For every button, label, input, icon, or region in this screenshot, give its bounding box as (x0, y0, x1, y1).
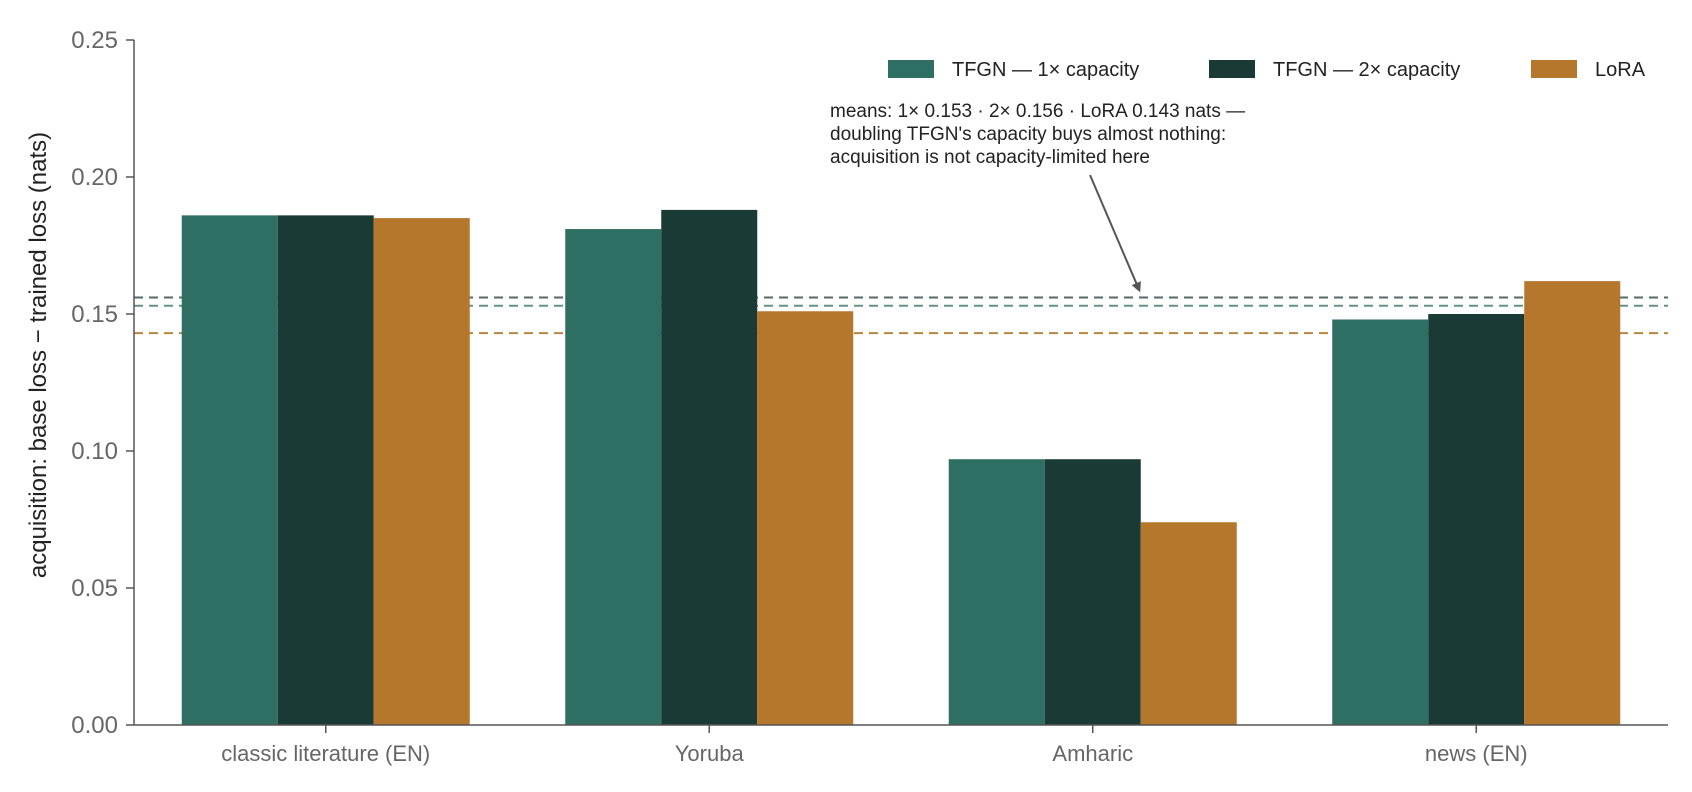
x-tick-label: news (EN) (1425, 741, 1528, 766)
y-tick-label: 0.05 (71, 575, 118, 602)
bar (373, 218, 470, 725)
annotation-line: doubling TFGN's capacity buys almost not… (830, 124, 1226, 145)
legend-label: TFGN — 2× capacity (1273, 59, 1460, 81)
legend-swatch (888, 60, 934, 78)
bar (948, 459, 1045, 725)
bar (181, 215, 278, 726)
annotation-line: means: 1× 0.153 · 2× 0.156 · LoRA 0.143 … (830, 101, 1245, 122)
bar (565, 229, 662, 725)
annotation: means: 1× 0.153 · 2× 0.156 · LoRA 0.143 … (830, 101, 1245, 293)
legend-label: TFGN — 1× capacity (952, 59, 1139, 81)
legend-label: LoRA (1595, 59, 1646, 81)
bar (1524, 281, 1621, 725)
y-tick-label: 0.00 (71, 712, 118, 739)
annotation-arrow (1089, 174, 1141, 293)
x-tick-label: Amharic (1052, 741, 1133, 766)
annotation-line: acquisition is not capacity-limited here (830, 147, 1150, 168)
bars (181, 209, 1621, 726)
bar (277, 215, 374, 726)
bar (661, 209, 758, 725)
legend-swatch (1531, 60, 1577, 78)
y-tick-label: 0.10 (71, 438, 118, 465)
bar (1044, 459, 1141, 725)
legend-swatch (1209, 60, 1255, 78)
y-tick-label: 0.15 (71, 301, 118, 328)
legend: TFGN — 1× capacity TFGN — 2× capacity LoRA (888, 59, 1646, 81)
axes: 0.00 0.05 0.10 0.15 0.20 0.25 classic literatu… (71, 27, 1668, 766)
y-axis-title: acquisition: base loss − trained loss (n… (25, 132, 52, 578)
x-tick-label: Yoruba (675, 741, 745, 766)
y-tick-label: 0.25 (71, 27, 118, 54)
bar (757, 311, 854, 725)
y-tick-label: 0.20 (71, 164, 118, 191)
bar (1140, 522, 1237, 725)
bar (1332, 319, 1429, 725)
x-tick-label: classic literature (EN) (221, 741, 430, 766)
bar (1428, 314, 1525, 725)
